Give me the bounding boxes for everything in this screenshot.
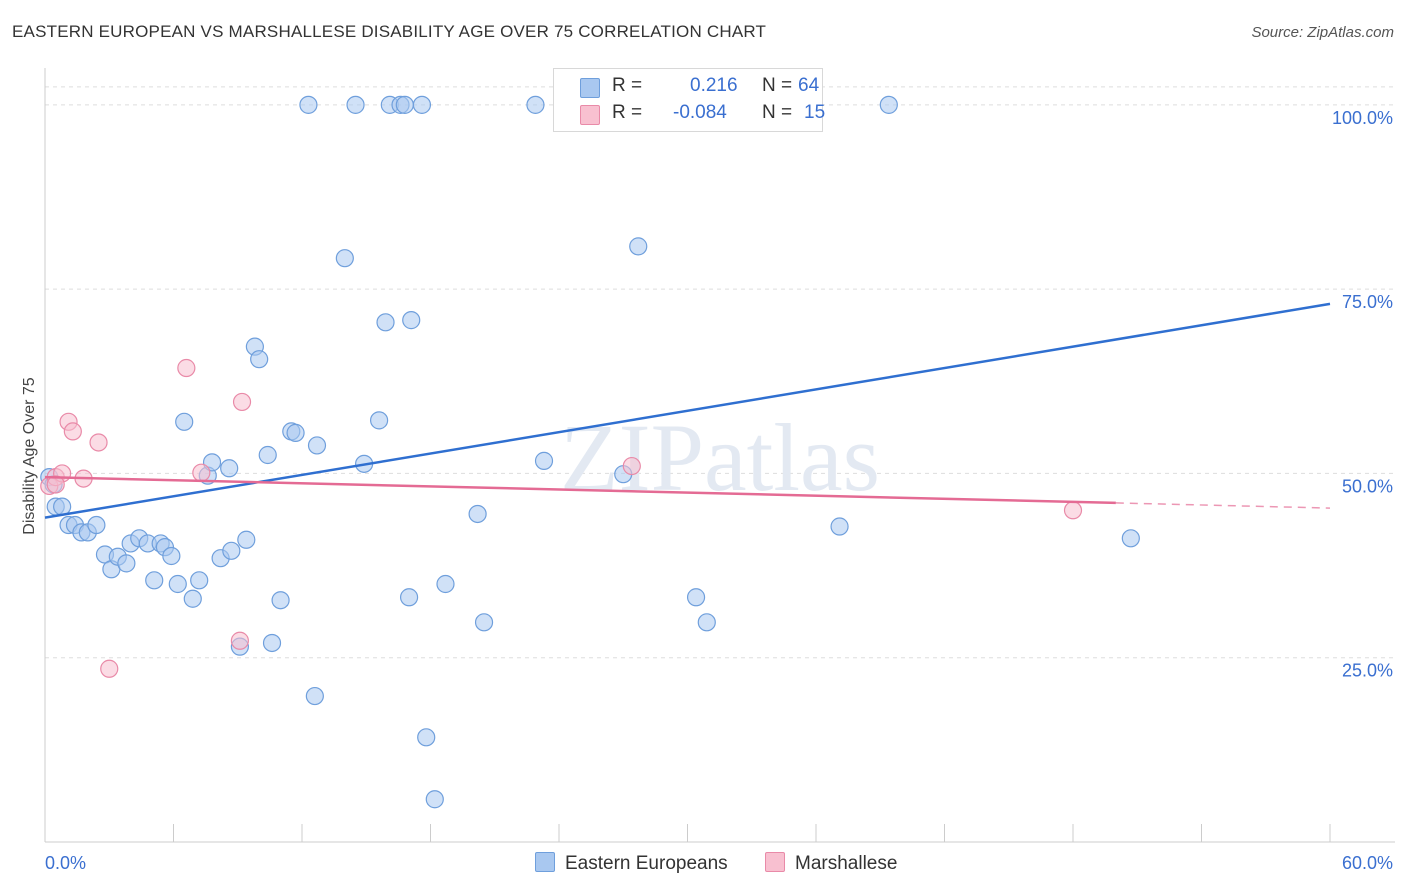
correlation-legend: R = 0.216 N = 64 R = -0.084 N = 15 <box>553 68 826 132</box>
legend-n-label: N = <box>762 75 793 96</box>
x-tick-label: 60.0% <box>1342 853 1393 873</box>
y-tick-labels: 25.0% 50.0% 75.0% 100.0% <box>1332 108 1393 681</box>
point-eastern-european <box>250 350 269 369</box>
trend-line-marshallese <box>44 475 1116 505</box>
point-eastern-european <box>370 411 389 430</box>
gridlines <box>45 86 1395 659</box>
point-eastern-european <box>117 554 136 573</box>
bottom-legend-swatch-pink <box>765 852 785 872</box>
point-eastern-european <box>346 95 365 114</box>
point-marshallese <box>177 358 196 378</box>
legend-swatch-pink <box>580 105 600 125</box>
point-eastern-european <box>162 546 181 566</box>
legend-n-value: 64 <box>798 75 820 96</box>
bottom-legend-swatch-blue <box>535 852 555 872</box>
trend-lines <box>44 302 1331 519</box>
point-eastern-european <box>1121 529 1140 548</box>
x-tick-labels: 0.0% 60.0% <box>45 853 1393 873</box>
chart-title: EASTERN EUROPEAN VS MARSHALLESE DISABILI… <box>12 22 767 41</box>
point-eastern-european <box>686 588 706 607</box>
y-tick-label: 75.0% <box>1342 292 1393 312</box>
point-eastern-european <box>305 686 324 706</box>
point-eastern-european <box>190 571 209 590</box>
point-eastern-european <box>474 613 494 632</box>
legend-r-value: 0.216 <box>690 75 738 96</box>
source-label: Source: ZipAtlas.com <box>1251 24 1394 41</box>
legend-r-label: R = <box>612 102 643 123</box>
point-eastern-european <box>262 633 282 653</box>
point-eastern-european <box>376 313 395 332</box>
point-marshallese <box>192 463 211 482</box>
data-points <box>40 95 1140 809</box>
y-tick-label: 50.0% <box>1342 476 1393 496</box>
bottom-legend-label: Eastern Europeans <box>565 853 728 874</box>
point-eastern-european <box>395 95 414 114</box>
point-eastern-european <box>87 515 106 535</box>
axes <box>44 68 1395 843</box>
point-marshallese <box>230 631 249 650</box>
point-marshallese <box>100 659 119 678</box>
x-tick-label: 0.0% <box>45 853 86 873</box>
point-eastern-european <box>697 613 716 632</box>
legend-n-label: N = <box>762 102 793 123</box>
bottom-legend-label: Marshallese <box>795 853 898 874</box>
point-eastern-european <box>402 311 421 330</box>
y-tick-label: 25.0% <box>1342 661 1393 681</box>
legend-r-label: R = <box>612 75 643 96</box>
point-eastern-european <box>468 504 487 524</box>
point-eastern-european <box>307 436 327 455</box>
y-axis-label: Disability Age Over 75 <box>21 377 38 535</box>
legend-swatch-blue <box>580 78 600 98</box>
point-eastern-european <box>534 451 554 470</box>
point-marshallese <box>46 475 65 494</box>
legend-r-value: -0.084 <box>673 102 727 123</box>
point-eastern-european <box>830 517 849 536</box>
point-eastern-european <box>879 95 898 114</box>
point-eastern-european <box>222 541 241 560</box>
point-eastern-european <box>436 574 455 594</box>
point-eastern-european <box>335 249 354 268</box>
point-eastern-european <box>286 423 305 442</box>
point-eastern-european <box>412 95 432 114</box>
point-eastern-european <box>258 445 277 465</box>
point-eastern-european <box>168 574 187 594</box>
point-marshallese <box>89 433 108 452</box>
point-eastern-european <box>175 412 194 431</box>
point-eastern-european <box>145 571 164 590</box>
bottom-legend-marshallese: Marshallese <box>765 852 897 875</box>
point-eastern-european <box>220 459 239 478</box>
legend-n-value: 15 <box>804 102 826 123</box>
point-marshallese <box>622 456 641 476</box>
point-eastern-european <box>629 237 648 256</box>
point-eastern-european <box>237 530 256 549</box>
point-eastern-european <box>417 728 436 747</box>
point-marshallese <box>1063 501 1083 520</box>
point-eastern-european <box>399 588 419 607</box>
point-marshallese <box>232 392 252 412</box>
point-eastern-european <box>526 95 545 114</box>
trend-line-marshallese-extension <box>1115 502 1331 509</box>
point-marshallese <box>63 422 82 441</box>
point-eastern-european <box>425 790 444 809</box>
point-eastern-european <box>299 95 318 114</box>
point-eastern-european <box>183 589 202 608</box>
y-tick-label: 100.0% <box>1332 108 1393 128</box>
bottom-legend-eastern-europeans: Eastern Europeans <box>535 852 728 875</box>
point-eastern-european <box>271 591 290 610</box>
